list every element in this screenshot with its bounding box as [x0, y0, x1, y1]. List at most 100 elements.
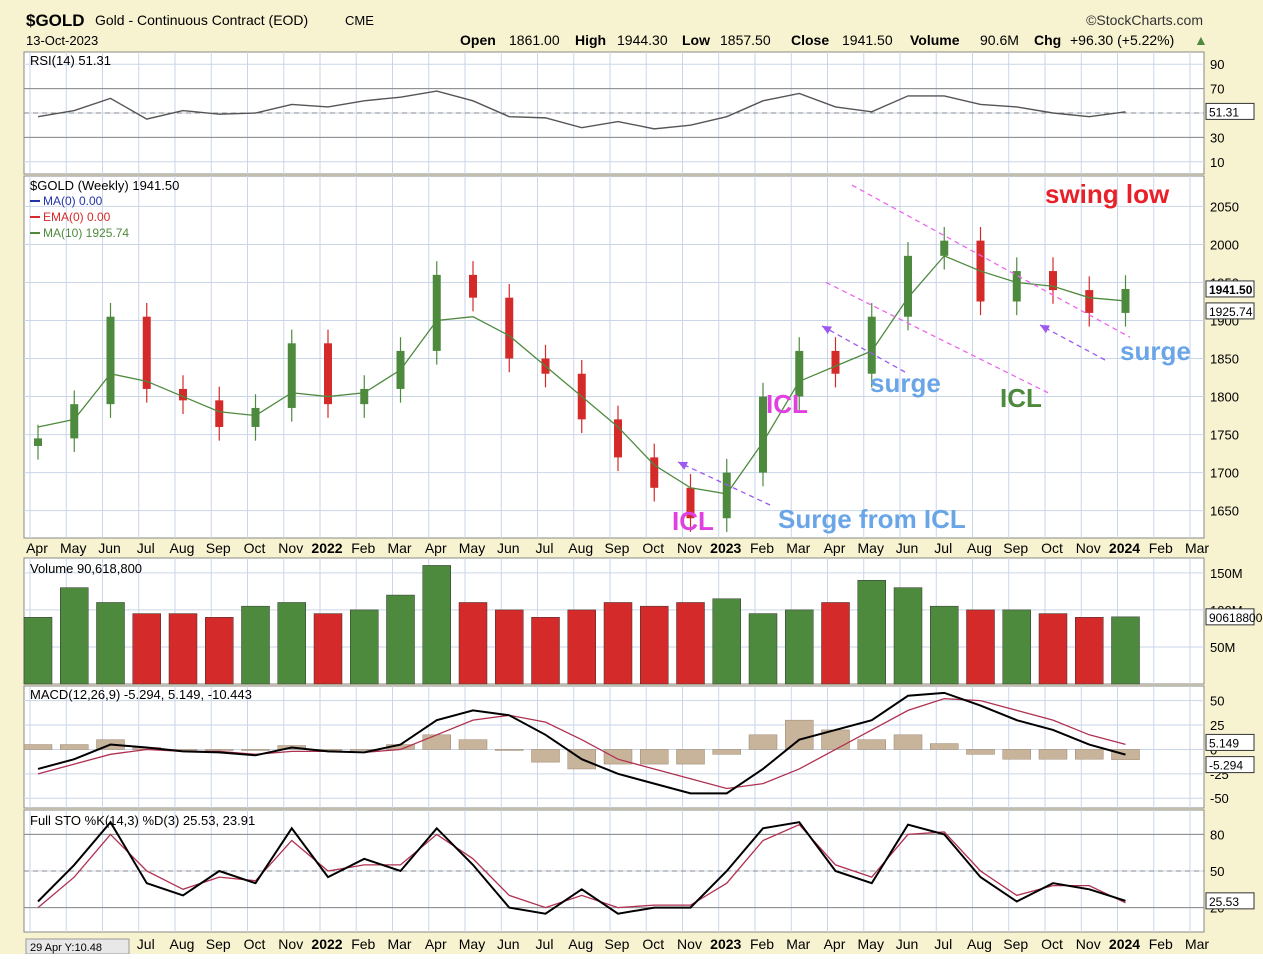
time-axis-label-bottom: Apr — [425, 936, 447, 952]
arrow-surge-from-icl-head — [678, 461, 688, 470]
high-label: High — [575, 32, 606, 48]
ma10-line — [37, 255, 1126, 495]
crosshair-readout: 29 Apr Y:10.48 — [30, 942, 102, 954]
volume-bar — [350, 609, 379, 685]
y-tick-label: 1700 — [1210, 466, 1239, 481]
volume-bar — [386, 594, 415, 685]
ma-value-tag-box — [1205, 302, 1255, 320]
volume-value-tag: 90618800 — [1209, 611, 1263, 625]
time-axis-label: Aug — [967, 540, 992, 556]
macd-histogram-bar — [205, 749, 234, 751]
time-axis-label: 2023 — [710, 540, 741, 556]
time-axis-label: Aug — [170, 540, 195, 556]
volume-bar — [531, 617, 560, 685]
macd-histogram-bar — [458, 739, 488, 750]
time-axis-label: Mar — [1185, 540, 1209, 556]
time-axis-label: Apr — [824, 540, 846, 556]
y-tick-label: 30 — [1210, 130, 1224, 145]
time-axis-label-bottom: Oct — [642, 936, 664, 952]
candle-body — [142, 316, 151, 389]
candle-body — [722, 472, 731, 519]
volume-value-tag-box — [1205, 608, 1255, 626]
rsi-title: RSI(14) 51.31 — [30, 53, 111, 68]
macd-histogram-bar — [785, 719, 814, 750]
volume-bar — [1002, 609, 1031, 685]
time-axis-label-bottom: Feb — [750, 936, 774, 952]
candle-body — [759, 396, 767, 473]
volume-bar — [422, 565, 451, 685]
candle-body — [287, 343, 296, 408]
time-axis-label: May — [60, 540, 86, 556]
candle-body — [650, 457, 659, 488]
time-axis-label: Oct — [1041, 540, 1063, 556]
macd-histogram-bar — [23, 744, 53, 750]
time-axis-label-bottom: Oct — [1041, 936, 1063, 952]
macd-histogram-bar — [495, 749, 524, 751]
macd-histogram-bar — [930, 743, 959, 750]
sto-title: Full STO %K(14,3) %D(3) 25.53, 23.91 — [30, 813, 255, 828]
y-tick-label: 10 — [1210, 155, 1224, 170]
arrow-surge-from-icl-shaft — [677, 461, 771, 506]
volume-bar — [930, 605, 959, 685]
time-axis-label: Nov — [278, 540, 303, 556]
volume-bar — [23, 617, 53, 685]
volume-bar — [966, 609, 995, 685]
volume-bar — [785, 609, 814, 685]
rsi-line — [37, 90, 1126, 130]
volume-label: Volume — [910, 32, 960, 48]
time-axis-label: Mar — [387, 540, 411, 556]
brand-text: StockCharts.com — [1096, 12, 1203, 28]
volume-bar — [748, 613, 778, 685]
annotation-swing-low: swing low — [1045, 179, 1170, 209]
volume-bar — [60, 587, 89, 685]
macd-histogram-bar — [1002, 749, 1031, 760]
y-tick-label: 1850 — [1210, 352, 1239, 367]
time-axis-label: Sep — [1003, 540, 1028, 556]
candle-body — [1049, 271, 1057, 291]
time-axis-label-bottom: Jul — [934, 936, 952, 952]
high-value: 1944.30 — [617, 32, 668, 48]
macd-value-tag: -5.294 — [1209, 759, 1243, 773]
y-tick-label: -50 — [1210, 791, 1229, 806]
chg-value: +96.30 (+5.22%) — [1070, 32, 1174, 48]
candle-body — [686, 487, 695, 519]
volume-bar — [1075, 617, 1104, 685]
y-tick-label: 50 — [1210, 864, 1224, 879]
macd-signal-tag-box — [1205, 733, 1255, 751]
low-label: Low — [682, 32, 710, 48]
price-title: $GOLD (Weekly) 1941.50 — [30, 178, 179, 193]
macd-signal-tag: 5.149 — [1209, 736, 1239, 750]
macd-line — [37, 691, 1126, 795]
arrow-surge-right-head — [1040, 325, 1050, 334]
panel-frame — [23, 175, 1205, 539]
price-value-tag: 1941.50 — [1209, 283, 1253, 297]
volume-bar — [821, 602, 850, 685]
candle-body — [251, 407, 260, 427]
volume-bar — [168, 613, 198, 685]
time-axis-label-bottom: Nov — [1076, 936, 1101, 952]
time-axis-label-bottom: Sep — [206, 936, 231, 952]
price-value-tag-box — [1205, 280, 1255, 298]
candle-body — [324, 343, 332, 405]
candle-body — [904, 255, 912, 317]
time-axis-label: Oct — [244, 540, 266, 556]
macd-histogram-bar — [893, 734, 923, 750]
rsi-value-tag: 51.31 — [1209, 105, 1239, 119]
time-axis-label: May — [858, 540, 884, 556]
y-tick-label: 1650 — [1210, 504, 1239, 519]
time-axis-label: May — [459, 540, 485, 556]
time-axis-label: Sep — [605, 540, 630, 556]
volume-bar — [495, 609, 524, 685]
time-axis-label: 2022 — [311, 540, 342, 556]
arrow-surge-mid-shaft — [821, 325, 906, 373]
time-axis-label: 2024 — [1109, 540, 1140, 556]
y-tick-label: 1750 — [1210, 428, 1239, 443]
time-axis-label: Jun — [497, 540, 520, 556]
time-axis-label-bottom: 2023 — [710, 936, 741, 952]
brand[interactable]: ©StockCharts.com — [1086, 12, 1203, 28]
candle-body — [432, 274, 441, 351]
sto-value-tag: 25.53 — [1209, 895, 1239, 909]
macd-histogram-bar — [531, 749, 560, 763]
volume-bar — [712, 598, 741, 685]
